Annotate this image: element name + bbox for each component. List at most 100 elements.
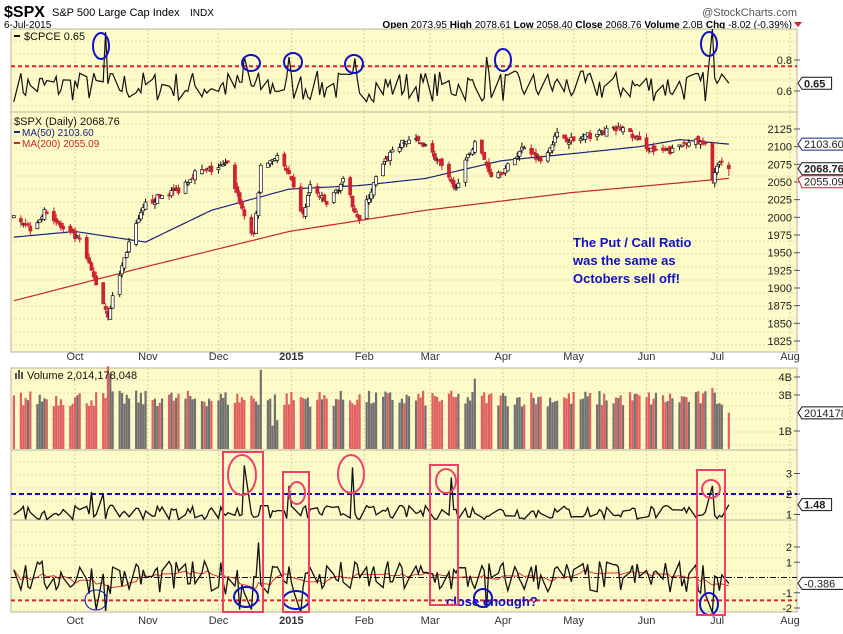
axis-label: 1900 (768, 283, 792, 295)
volume-bar (661, 395, 665, 449)
volume-bar (407, 396, 411, 449)
candle-body (87, 257, 91, 264)
volume-bar (532, 398, 535, 449)
candle-body (512, 158, 517, 166)
volume-bar (160, 398, 164, 449)
annotation-line-3: Octobers sell off! (573, 271, 680, 286)
candle-body (348, 177, 353, 196)
volume-bar (88, 405, 91, 449)
volume-bar (685, 397, 688, 449)
volume-bar (309, 406, 312, 449)
volume-bar (374, 392, 378, 449)
volume-bar (485, 403, 488, 449)
value-tag-label: 0.65 (804, 78, 825, 90)
candle-body (61, 226, 66, 230)
volume-bar (306, 397, 309, 449)
volume-bar (158, 402, 161, 449)
volume-bar (720, 404, 723, 449)
highlight-box (696, 469, 726, 616)
volume-bar (26, 400, 30, 449)
volume-bar (240, 397, 244, 449)
candle-body (169, 190, 174, 197)
volume-bar (513, 404, 516, 449)
candle-body (315, 186, 320, 194)
volume-bar (530, 392, 533, 449)
month-label: Mar (421, 615, 440, 627)
value-tag-label: 2068.76 (804, 164, 843, 176)
candle-body (287, 170, 291, 174)
volume-bar (210, 400, 213, 449)
volume-bar (588, 393, 592, 449)
volume-bar (579, 399, 582, 449)
volume-bar (469, 400, 472, 449)
volume-bar (382, 396, 385, 449)
volume-bar (19, 392, 23, 449)
candle-body (595, 133, 599, 137)
candle-body (160, 195, 164, 199)
candle-body (400, 139, 404, 148)
volume-bar (276, 420, 279, 449)
volume-bar (398, 402, 401, 449)
axis-label: 1925 (768, 265, 792, 277)
volume-bar (433, 395, 436, 449)
volume-bar (504, 395, 507, 449)
volume-bar (316, 399, 319, 449)
candle-body (77, 237, 82, 240)
volume-bar (285, 393, 288, 449)
volume-bar (701, 393, 705, 449)
candle-body (353, 208, 357, 213)
volume-bar (339, 390, 342, 449)
cpce-peak-circle (494, 48, 512, 72)
volume-bar (367, 390, 371, 449)
candle-body (200, 169, 204, 175)
volume-bar (715, 403, 719, 449)
candle-body (237, 192, 242, 204)
month-label: Aug (780, 351, 800, 363)
ma200-line (13, 177, 729, 302)
candle-body (127, 241, 131, 253)
volume-bar (647, 392, 650, 449)
volume-bar (259, 369, 262, 449)
volume-bar (153, 398, 157, 449)
candle-body (331, 191, 336, 203)
volume-bar (22, 405, 25, 449)
candle-body (644, 137, 649, 150)
volume-bar (257, 404, 260, 449)
candle-body (517, 150, 522, 157)
volume-bar (549, 397, 552, 449)
volume-bar (537, 397, 540, 449)
candle-body (390, 149, 395, 153)
volume-bar (269, 398, 272, 449)
candle-body (529, 147, 534, 155)
candle-body (202, 169, 207, 172)
volume-bars-icon (15, 370, 23, 379)
ma200-legend: MA(200) 2055.09 (22, 139, 100, 150)
value-tag (797, 406, 843, 420)
volume-bar (36, 404, 39, 449)
volume-bar (144, 390, 147, 449)
volume-bar (233, 402, 237, 449)
candle-body (139, 212, 143, 220)
candle-body (538, 155, 543, 162)
candle-body (103, 306, 108, 310)
volume-bar (109, 373, 112, 449)
candle-body (407, 139, 411, 144)
volume-bar (697, 391, 700, 449)
candle-body (682, 142, 687, 144)
candle-body (91, 271, 96, 278)
candle-body (44, 211, 49, 215)
candle-body (433, 153, 437, 160)
cpce-line (13, 28, 730, 104)
lower-indicator-line (13, 542, 730, 613)
volume-bar (38, 394, 41, 449)
volume-bar (605, 400, 608, 449)
candle-body (719, 160, 724, 163)
month-label: 2015 (279, 351, 303, 363)
candle-body (447, 163, 451, 178)
volume-bar (186, 390, 189, 449)
volume-bar (320, 399, 324, 449)
value-tag (797, 162, 843, 176)
volume-bar (718, 403, 721, 449)
candle-body (545, 152, 550, 162)
